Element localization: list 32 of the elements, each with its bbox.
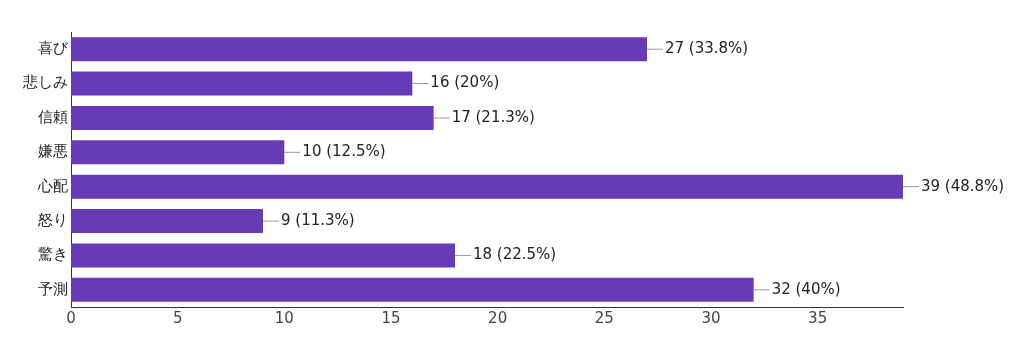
data-label: 10 (12.5%) xyxy=(302,142,386,161)
y-tick-label: 信頼 xyxy=(38,107,68,126)
x-tick-label: 5 xyxy=(172,308,183,327)
x-tick-label: 35 xyxy=(808,308,828,327)
x-tick-label: 25 xyxy=(594,308,614,327)
data-label: 18 (22.5%) xyxy=(473,245,557,264)
y-tick-label: 怒り xyxy=(37,210,68,229)
y-tick-label: 悲しみ xyxy=(22,73,68,92)
bar xyxy=(71,71,413,96)
x-tick-label: 20 xyxy=(488,308,508,327)
bar xyxy=(71,243,455,268)
y-tick-label: 驚き xyxy=(38,245,68,264)
x-tick-label: 15 xyxy=(381,308,401,327)
data-label: 16 (20%) xyxy=(430,73,500,92)
bar xyxy=(71,140,285,165)
bar xyxy=(71,37,647,62)
data-label: 39 (48.8%) xyxy=(921,176,1005,195)
x-tick-label: 10 xyxy=(274,308,294,327)
bar xyxy=(71,174,903,199)
data-label: 9 (11.3%) xyxy=(281,210,355,229)
data-label: 32 (40%) xyxy=(771,279,841,298)
bar xyxy=(71,277,754,302)
data-label: 27 (33.8%) xyxy=(665,39,749,58)
bar xyxy=(71,105,434,130)
data-label: 17 (21.3%) xyxy=(451,107,535,126)
y-tick-label: 予測 xyxy=(38,279,68,298)
y-tick-label: 心配 xyxy=(37,176,68,195)
x-tick-label: 0 xyxy=(66,308,76,327)
x-tick-label: 30 xyxy=(701,308,721,327)
bar xyxy=(71,209,263,234)
y-tick-label: 喜び xyxy=(38,39,69,58)
y-tick-label: 嫌悪 xyxy=(38,142,68,161)
